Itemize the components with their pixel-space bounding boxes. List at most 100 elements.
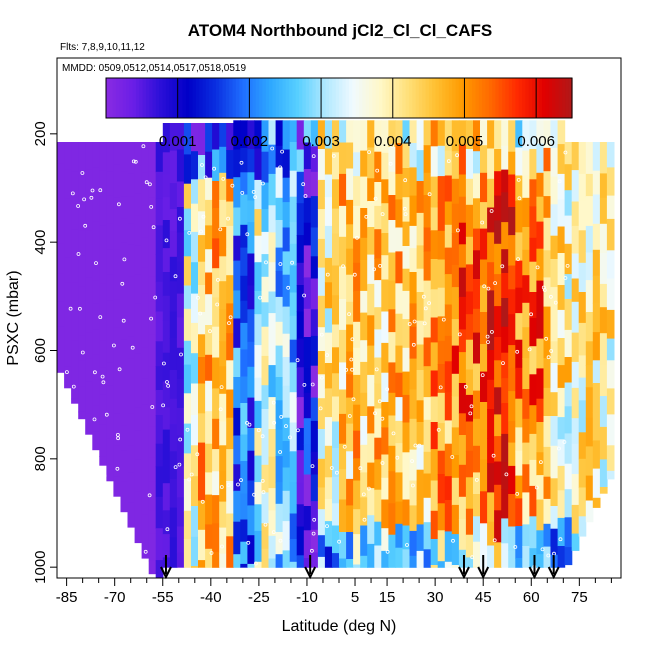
- sample-point: [198, 311, 203, 316]
- heatmap-cell: [155, 466, 164, 498]
- heatmap-cell: [487, 350, 495, 381]
- heatmap-cell: [332, 152, 340, 180]
- heatmap-cell: [388, 252, 397, 282]
- heatmap-cell: [339, 389, 347, 415]
- sample-point: [470, 555, 475, 560]
- colorbar-swatch: [109, 78, 114, 118]
- heatmap-cell: [487, 521, 495, 547]
- heatmap-cell: [176, 317, 185, 349]
- heatmap-cell: [353, 374, 361, 406]
- heatmap-cell: [437, 287, 446, 317]
- y-tick-label: 200: [32, 121, 49, 146]
- sample-point: [438, 385, 443, 390]
- heatmap-cell: [508, 442, 516, 467]
- heatmap-cell: [550, 416, 559, 447]
- heatmap-cell: [240, 493, 248, 521]
- heatmap-cell: [536, 196, 544, 223]
- heatmap-cell: [57, 195, 65, 221]
- heatmap-cell: [296, 235, 305, 264]
- heatmap-cell: [134, 274, 143, 305]
- heatmap-cell: [536, 554, 544, 568]
- heatmap-cell: [254, 209, 263, 237]
- heatmap-cell: [78, 360, 86, 388]
- heatmap-cell: [395, 420, 403, 444]
- heatmap-cell: [430, 259, 439, 290]
- heatmap-cell: [310, 146, 319, 173]
- heatmap-cell: [219, 309, 227, 342]
- heatmap-cell: [205, 272, 213, 295]
- heatmap-cell: [367, 120, 375, 148]
- heatmap-cell: [437, 176, 446, 204]
- sample-point: [147, 182, 152, 187]
- sample-point: [239, 160, 244, 165]
- heatmap-cell: [134, 215, 143, 246]
- heatmap-cell: [437, 202, 446, 232]
- sample-point: [310, 464, 315, 469]
- y-tick-label: 1000: [32, 550, 49, 583]
- heatmap-cell: [494, 484, 502, 511]
- heatmap-cell: [501, 352, 509, 379]
- colorbar-swatch: [472, 78, 477, 118]
- sample-point: [337, 539, 342, 544]
- x-tick-label: 75: [571, 589, 588, 606]
- heatmap-cell: [494, 542, 502, 568]
- heatmap-cell: [275, 220, 284, 249]
- heatmap-cell: [487, 262, 495, 291]
- heatmap-cell: [381, 233, 389, 256]
- heatmap-cell: [289, 539, 298, 563]
- heatmap-cell: [402, 371, 411, 396]
- sample-point: [303, 194, 308, 198]
- x-tick-label: 5: [351, 589, 359, 606]
- heatmap-cell: [381, 372, 389, 403]
- heatmap-cell: [409, 195, 418, 227]
- heatmap-cell: [423, 451, 432, 475]
- heatmap-cell: [423, 337, 432, 367]
- sample-point: [93, 370, 97, 375]
- heatmap-cell: [564, 547, 573, 566]
- heatmap-cell: [339, 173, 347, 207]
- heatmap-cell: [522, 524, 530, 547]
- heatmap-cell: [522, 546, 530, 568]
- heatmap-cell: [268, 397, 277, 430]
- colorbar-swatch: [468, 78, 473, 118]
- heatmap-cell: [592, 332, 601, 361]
- heatmap-cell: [599, 283, 608, 308]
- heatmap-cell: [198, 261, 206, 286]
- sample-point: [230, 183, 235, 188]
- sample-point: [203, 175, 208, 180]
- heatmap-cell: [162, 320, 171, 354]
- heatmap-cell: [430, 565, 439, 568]
- heatmap-cell: [423, 145, 432, 174]
- sample-point: [546, 355, 551, 360]
- heatmap-cell: [134, 407, 143, 432]
- sample-point: [78, 306, 82, 311]
- heatmap-cell: [402, 549, 411, 568]
- heatmap-cell: [57, 273, 65, 302]
- heatmap-cell: [515, 558, 523, 568]
- colorbar-swatch: [179, 78, 184, 118]
- heatmap-cell: [508, 345, 516, 369]
- sample-point: [557, 446, 561, 451]
- heatmap-cell: [501, 120, 509, 147]
- heatmap-cell: [191, 123, 199, 152]
- colorbar-swatch: [239, 78, 244, 118]
- heatmap-cell: [183, 285, 192, 310]
- heatmap-cell: [254, 179, 263, 210]
- heatmap-cell: [176, 123, 185, 151]
- sample-point: [405, 543, 409, 547]
- heatmap-cell: [402, 475, 411, 500]
- heatmap-cell: [233, 347, 241, 378]
- heatmap-cell: [162, 248, 171, 273]
- sample-point: [270, 146, 275, 151]
- heatmap-cell: [543, 546, 552, 568]
- heatmap-cell: [473, 332, 481, 365]
- sample-point: [122, 257, 127, 262]
- heatmap-cell: [522, 175, 530, 199]
- heatmap-cell: [480, 312, 488, 345]
- heatmap-cell: [64, 282, 72, 309]
- heatmap-cell: [226, 417, 234, 450]
- heatmap-cell: [324, 174, 333, 198]
- heatmap-cell: [501, 298, 509, 328]
- heatmap-cell: [599, 426, 608, 460]
- colorbar-tick-label: 0.005: [446, 133, 484, 150]
